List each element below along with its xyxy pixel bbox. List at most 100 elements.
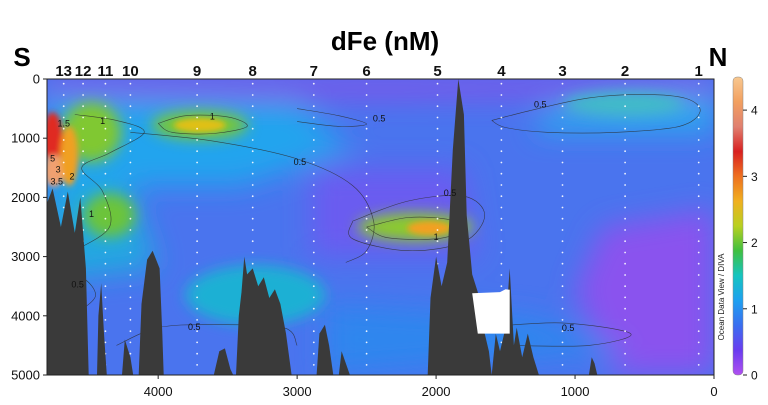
station-9-samples bbox=[196, 82, 199, 366]
sample-dot bbox=[697, 172, 700, 175]
sample-dot bbox=[365, 161, 368, 164]
sample-dot bbox=[104, 94, 107, 96]
sample-dot bbox=[196, 217, 199, 220]
sample-dot bbox=[436, 206, 439, 209]
station-label: 10 bbox=[122, 63, 139, 80]
sample-dot bbox=[312, 330, 315, 333]
sample-dot bbox=[365, 184, 368, 186]
sample-dot bbox=[251, 262, 254, 265]
sample-dot bbox=[129, 94, 132, 96]
sample-dot bbox=[196, 330, 199, 333]
sample-dot bbox=[624, 296, 626, 299]
sample-dot bbox=[196, 274, 199, 276]
y-tick-label: 2000 bbox=[11, 190, 40, 205]
sample-dot bbox=[365, 195, 368, 198]
sample-dot bbox=[129, 161, 132, 164]
concentration-field bbox=[47, 79, 714, 375]
sample-dot bbox=[365, 352, 368, 355]
sample-dot bbox=[104, 330, 107, 333]
sample-dot bbox=[62, 105, 65, 108]
sample-dot bbox=[129, 206, 132, 209]
sample-dot bbox=[251, 82, 254, 85]
sample-dot bbox=[104, 240, 107, 243]
sample-dot bbox=[697, 139, 700, 141]
sample-dot bbox=[697, 94, 700, 96]
sample-dot bbox=[312, 274, 315, 276]
sample-dot bbox=[312, 251, 315, 254]
sample-dot bbox=[697, 251, 700, 254]
x-tick-label: 0 bbox=[710, 384, 717, 399]
sample-dot bbox=[365, 139, 368, 141]
sample-dot bbox=[104, 251, 107, 254]
sample-dot bbox=[500, 206, 503, 209]
colorbar-scale bbox=[732, 76, 744, 376]
sample-dot bbox=[129, 285, 132, 288]
sample-dot bbox=[500, 184, 503, 186]
contour-labels: 0.5 0.5 1 1 0.5 1.5 0.5 1 1 0.5 0.5 0.5 532 3.5 bbox=[50, 99, 574, 333]
sample-dot bbox=[697, 240, 700, 243]
sample-dot bbox=[196, 251, 199, 254]
y-tick-label: 4000 bbox=[11, 308, 40, 323]
sample-dot bbox=[129, 296, 132, 299]
sample-dot bbox=[129, 172, 132, 175]
sample-dot bbox=[82, 206, 84, 209]
sample-dot bbox=[129, 352, 132, 355]
contour-label: 0.5 bbox=[562, 323, 575, 333]
sample-dot bbox=[196, 195, 199, 198]
sample-dot bbox=[561, 262, 564, 265]
sample-dot bbox=[251, 150, 254, 153]
sample-dot bbox=[104, 195, 107, 198]
contour-label: 0.5 bbox=[444, 188, 457, 198]
sample-dot bbox=[365, 330, 368, 333]
contour-0.5-mid bbox=[130, 132, 375, 263]
sample-dot bbox=[312, 364, 315, 366]
sample-dot bbox=[561, 161, 564, 164]
sample-dot bbox=[436, 94, 439, 96]
sample-dot bbox=[312, 240, 315, 243]
sample-dot bbox=[312, 82, 315, 85]
bathymetry-seamount-7b bbox=[338, 351, 350, 375]
sample-dot bbox=[312, 94, 315, 96]
sample-dot bbox=[82, 172, 84, 175]
sample-dot bbox=[196, 82, 199, 85]
sample-dot bbox=[500, 251, 503, 254]
sample-dot bbox=[365, 150, 368, 153]
sample-dot bbox=[365, 94, 368, 96]
sample-dot bbox=[104, 139, 107, 141]
south-red-core bbox=[47, 112, 63, 165]
contour-0.5-bottom-east bbox=[477, 322, 632, 347]
contour-label: 1 bbox=[210, 111, 215, 121]
sample-dot bbox=[62, 206, 65, 209]
sample-dot bbox=[82, 82, 84, 85]
sample-dot bbox=[624, 229, 626, 231]
sample-dot bbox=[561, 105, 564, 108]
sample-dot bbox=[624, 307, 626, 310]
sample-dot bbox=[104, 296, 107, 299]
sample-dot bbox=[365, 364, 368, 366]
sample-dot bbox=[697, 127, 700, 130]
sample-dot bbox=[62, 139, 65, 141]
sample-dot bbox=[196, 285, 199, 288]
contour-label: 5 bbox=[50, 153, 55, 163]
sample-dot bbox=[624, 364, 626, 366]
bathymetry-hills-9 bbox=[213, 348, 234, 375]
station-9-core bbox=[173, 118, 226, 133]
sample-dot bbox=[196, 240, 199, 243]
sample-dot bbox=[624, 352, 626, 355]
sample-dot bbox=[624, 206, 626, 209]
sample-dot bbox=[251, 240, 254, 243]
y-tick-label: 5000 bbox=[11, 368, 40, 383]
south-peak-core bbox=[47, 154, 64, 187]
contour-label: 0.5 bbox=[373, 114, 386, 124]
sample-dot bbox=[196, 296, 199, 299]
sample-dot bbox=[500, 116, 503, 119]
bathymetry-seamount-10 bbox=[122, 339, 134, 375]
sample-dot bbox=[62, 116, 65, 119]
sample-dot bbox=[697, 217, 700, 220]
sample-dot bbox=[436, 105, 439, 108]
sample-dot bbox=[365, 319, 368, 321]
sample-dot bbox=[82, 184, 84, 186]
sample-dot bbox=[104, 262, 107, 265]
station-3-samples bbox=[561, 82, 564, 366]
sample-dot bbox=[196, 105, 199, 108]
